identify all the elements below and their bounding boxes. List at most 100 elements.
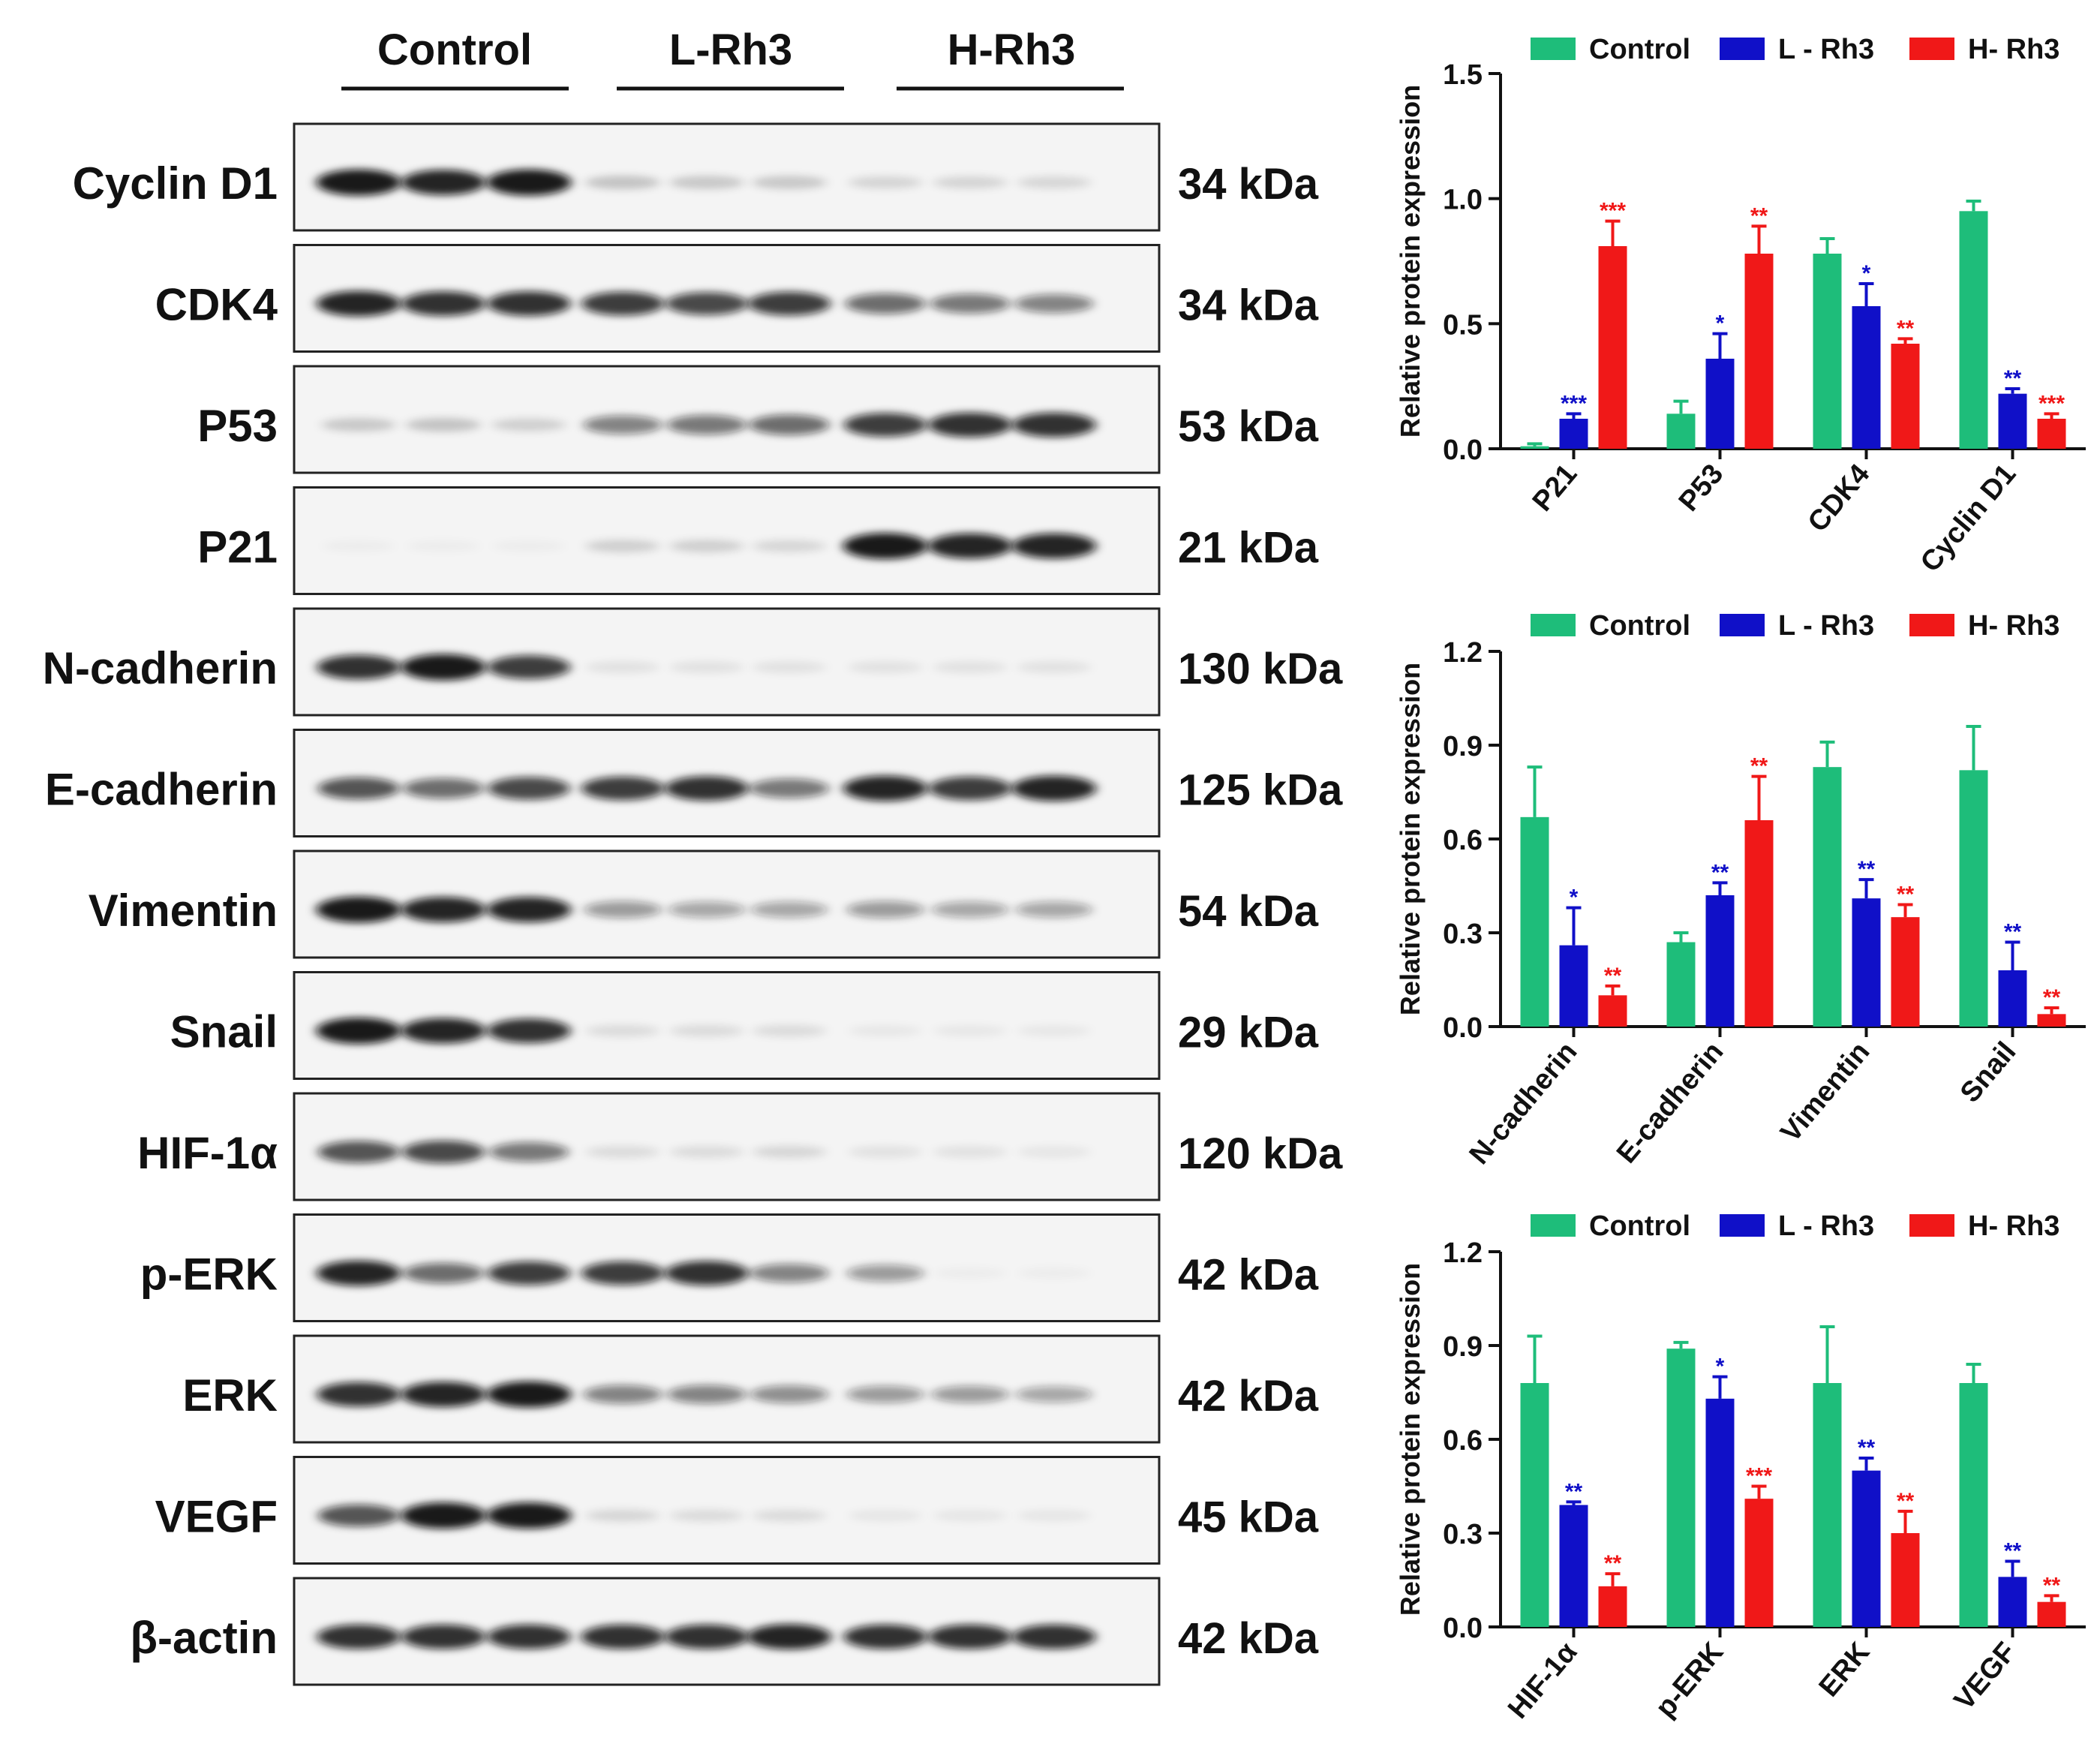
blot-band bbox=[581, 291, 665, 316]
significance-marker: ** bbox=[1711, 860, 1729, 885]
blot-band bbox=[586, 1024, 659, 1037]
bar bbox=[1959, 770, 1988, 1027]
legend-label: L - Rh3 bbox=[1778, 34, 1874, 65]
blot-band bbox=[931, 901, 1009, 918]
blot-band bbox=[848, 176, 923, 189]
group-label: Control bbox=[377, 26, 532, 74]
group-label: L-Rh3 bbox=[669, 26, 792, 74]
legend-swatch bbox=[1531, 614, 1576, 636]
blot-band bbox=[668, 901, 746, 918]
blot-band bbox=[586, 661, 659, 673]
y-axis-label: Relative protein expression bbox=[1395, 663, 1426, 1015]
protein-label: Vimentin bbox=[89, 886, 278, 936]
significance-marker: ** bbox=[2043, 1573, 2061, 1598]
bar bbox=[2037, 1601, 2066, 1627]
legend-swatch bbox=[1720, 614, 1765, 636]
blot-band bbox=[747, 1624, 832, 1650]
blot-band bbox=[323, 540, 395, 551]
blot-row: N-cadherin 130 kDa bbox=[43, 607, 1343, 717]
blot-band bbox=[585, 539, 660, 553]
legend-swatch bbox=[1909, 614, 1954, 636]
bar bbox=[1666, 942, 1696, 1027]
blot-band bbox=[846, 901, 924, 919]
bar bbox=[1813, 1383, 1842, 1627]
blot-band bbox=[753, 1024, 826, 1037]
blot-band bbox=[665, 1261, 749, 1285]
y-tick-label: 0.0 bbox=[1443, 1012, 1483, 1044]
blot-band bbox=[928, 412, 1012, 437]
bar bbox=[1705, 359, 1735, 449]
y-tick-label: 1.5 bbox=[1443, 59, 1483, 91]
legend-swatch bbox=[1531, 38, 1576, 60]
blot-band bbox=[667, 415, 747, 435]
protein-label: ERK bbox=[182, 1370, 278, 1421]
bar bbox=[1744, 820, 1774, 1027]
bar bbox=[1705, 1398, 1735, 1627]
blot-band bbox=[581, 1624, 665, 1649]
blot-band bbox=[670, 1024, 744, 1037]
blot-band bbox=[670, 1146, 744, 1159]
bar-charts-panel: 0.0 0.5 1.0 1.5 Relative protein expression C… bbox=[1395, 34, 2086, 1724]
blot-band bbox=[488, 777, 570, 800]
blot-band bbox=[843, 533, 928, 560]
blot-band bbox=[933, 176, 1008, 189]
blot-band bbox=[581, 1261, 665, 1285]
blot-band bbox=[1012, 1624, 1096, 1649]
bar bbox=[2037, 1014, 2066, 1027]
blot-band bbox=[670, 661, 744, 673]
bar bbox=[1559, 419, 1588, 449]
y-tick-label: 0.6 bbox=[1443, 1425, 1483, 1457]
blot-band bbox=[486, 1381, 572, 1408]
y-axis-label: Relative protein expression bbox=[1395, 1263, 1426, 1616]
bar bbox=[1852, 898, 1881, 1027]
significance-marker: ** bbox=[1604, 1551, 1622, 1576]
y-tick-label: 0.9 bbox=[1443, 731, 1483, 762]
bar bbox=[1998, 393, 2027, 449]
blot-row: Snail 29 kDa bbox=[170, 971, 1319, 1080]
legend-label: Control bbox=[1589, 1210, 1690, 1242]
bar bbox=[1705, 895, 1735, 1027]
protein-label: VEGF bbox=[155, 1492, 278, 1542]
blot-band bbox=[1017, 1146, 1091, 1158]
blot-band bbox=[752, 540, 827, 552]
blot-band bbox=[407, 540, 479, 551]
y-tick-label: 0.9 bbox=[1443, 1331, 1483, 1363]
blot-band bbox=[401, 897, 486, 922]
blot-band bbox=[584, 901, 662, 919]
blot-band bbox=[403, 1263, 484, 1284]
bar bbox=[1998, 970, 2027, 1027]
kda-label: 42 kDa bbox=[1178, 1251, 1319, 1300]
kda-label: 21 kDa bbox=[1178, 524, 1319, 573]
protein-label: p-ERK bbox=[140, 1249, 278, 1300]
blot-band bbox=[933, 661, 1007, 673]
blot-band bbox=[934, 1267, 1006, 1278]
significance-marker: ** bbox=[1858, 857, 1876, 882]
blot-band bbox=[928, 776, 1012, 801]
blot-band bbox=[583, 415, 662, 434]
blot-band bbox=[849, 1025, 922, 1037]
bar bbox=[1666, 413, 1696, 449]
blot-band bbox=[1015, 1386, 1093, 1403]
blot-band bbox=[402, 1140, 485, 1164]
significance-marker: * bbox=[1716, 1355, 1725, 1379]
kda-label: 42 kDa bbox=[1178, 1614, 1319, 1663]
blot-band bbox=[487, 655, 571, 679]
bar bbox=[1598, 995, 1627, 1027]
y-tick-label: 0.0 bbox=[1443, 1613, 1483, 1644]
blot-band bbox=[933, 1025, 1007, 1037]
x-tick-label: Cyclin D1 bbox=[1915, 459, 2022, 579]
bar bbox=[1813, 767, 1842, 1027]
blot-band bbox=[933, 1146, 1007, 1158]
blot-band bbox=[931, 1385, 1009, 1403]
blot-row: β-actin 42 kDa bbox=[130, 1577, 1319, 1686]
blot-row: P21 21 kDa bbox=[197, 486, 1319, 595]
bar bbox=[1813, 254, 1842, 449]
legend-label: H- Rh3 bbox=[1968, 610, 2059, 642]
legend-swatch bbox=[1720, 38, 1765, 60]
significance-marker: *** bbox=[1600, 199, 1626, 224]
blot-band bbox=[316, 290, 401, 317]
significance-marker: ** bbox=[1897, 1489, 1915, 1514]
blot-band bbox=[317, 1504, 400, 1527]
blot-band bbox=[487, 1018, 571, 1043]
significance-marker: ** bbox=[1858, 1436, 1876, 1460]
